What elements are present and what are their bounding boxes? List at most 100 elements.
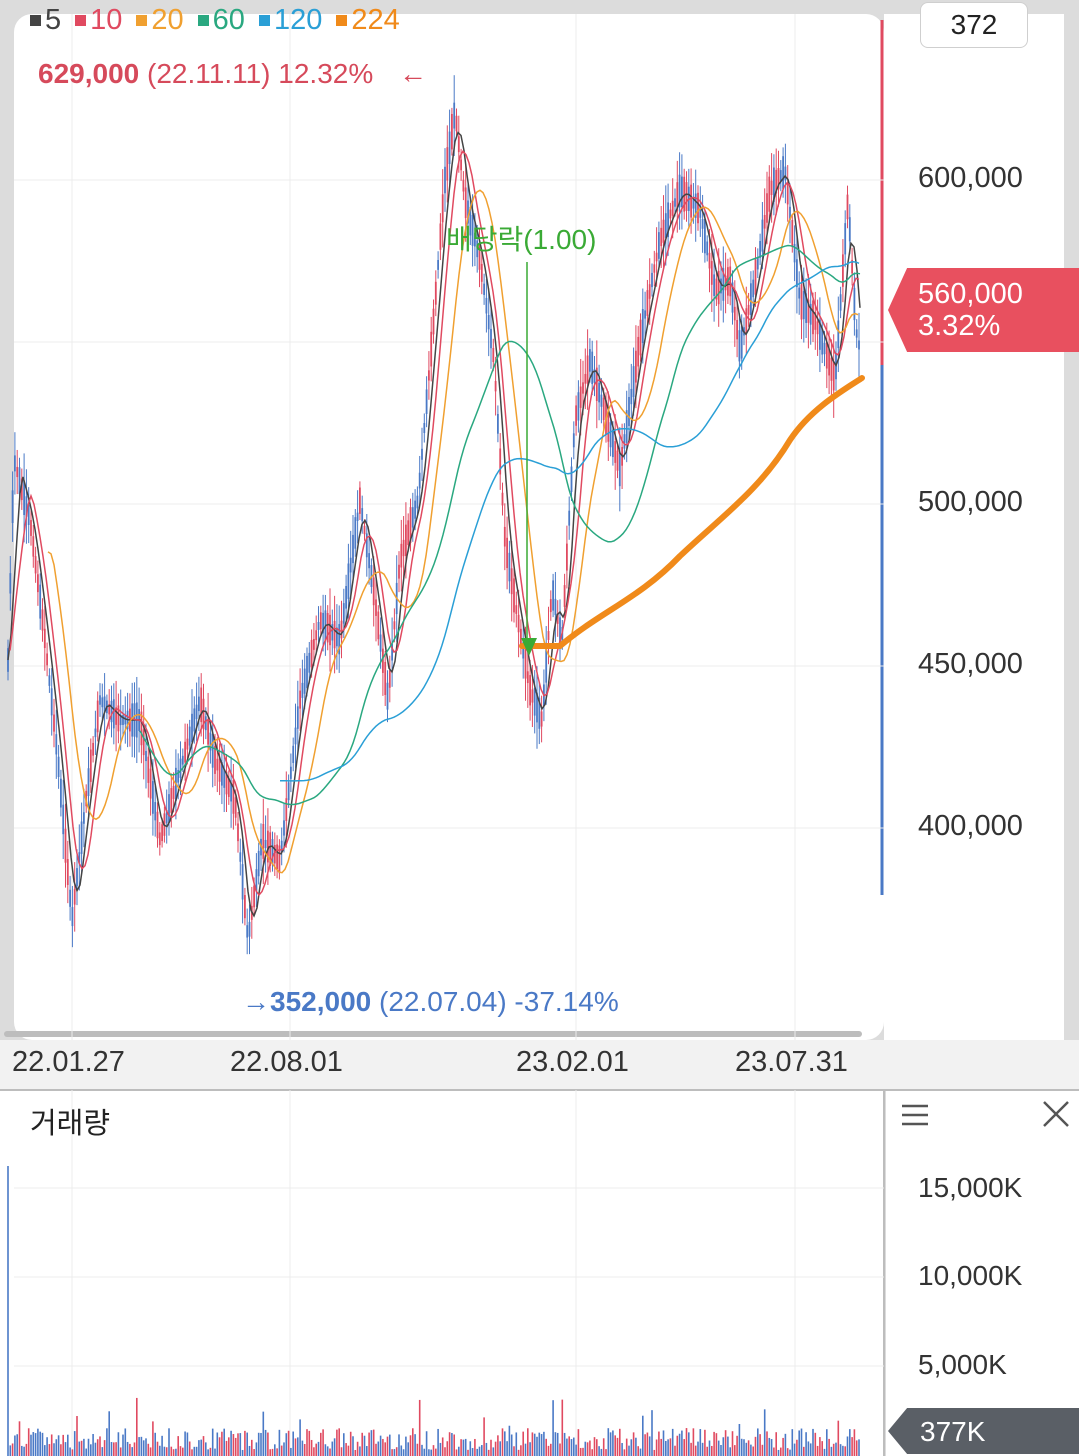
candle-body bbox=[639, 319, 642, 356]
volume-bar bbox=[593, 1437, 596, 1456]
volume-bar bbox=[761, 1444, 764, 1456]
volume-bar bbox=[747, 1440, 750, 1456]
candle-body bbox=[674, 198, 676, 207]
ma-legend-60[interactable]: 60 bbox=[197, 4, 245, 37]
candle-body bbox=[315, 630, 318, 641]
volume-bar bbox=[803, 1446, 805, 1456]
candle-body bbox=[112, 699, 115, 729]
ma-legend-224[interactable]: 224 bbox=[336, 4, 400, 37]
candle-body bbox=[773, 167, 775, 203]
volume-bar bbox=[448, 1432, 451, 1456]
ma-legend-10[interactable]: 10 bbox=[75, 4, 122, 37]
candle-body bbox=[209, 732, 212, 751]
candle-body bbox=[706, 241, 709, 256]
candle-body bbox=[198, 696, 200, 712]
volume-bar bbox=[598, 1446, 600, 1456]
volume-bar bbox=[39, 1431, 41, 1456]
candle-body bbox=[846, 194, 849, 220]
volume-bar bbox=[720, 1445, 722, 1456]
candle-body bbox=[851, 259, 853, 274]
candle-body bbox=[37, 574, 39, 593]
volume-bar bbox=[278, 1429, 281, 1456]
volume-bar bbox=[145, 1438, 147, 1456]
ma-legend-5[interactable]: 5 bbox=[30, 4, 61, 37]
volume-bar bbox=[124, 1428, 127, 1456]
volume-bar bbox=[44, 1445, 46, 1456]
candle-body bbox=[802, 291, 805, 320]
candle-body bbox=[428, 370, 430, 381]
volume-bar bbox=[416, 1443, 419, 1456]
volume-bar bbox=[69, 1447, 71, 1456]
candle-body bbox=[152, 781, 154, 814]
volume-bar bbox=[257, 1432, 260, 1456]
volume-bar bbox=[467, 1449, 469, 1456]
volume-bar bbox=[711, 1445, 713, 1456]
tick-count-box[interactable]: 372 bbox=[920, 2, 1028, 48]
candle-body bbox=[637, 336, 640, 367]
candle-body bbox=[786, 182, 789, 205]
candle-body bbox=[356, 512, 359, 521]
candle-body bbox=[301, 682, 304, 698]
volume-bar bbox=[290, 1447, 292, 1456]
volume-bar bbox=[830, 1446, 833, 1456]
candle-body bbox=[768, 176, 771, 212]
close-icon[interactable] bbox=[1040, 1098, 1072, 1130]
low-price-date: (22.07.04) bbox=[379, 986, 507, 1017]
volume-bar bbox=[34, 1433, 37, 1456]
candle-body bbox=[740, 325, 743, 359]
candle-body bbox=[391, 643, 393, 661]
candle-body bbox=[283, 820, 285, 836]
candle-body bbox=[814, 311, 817, 330]
ma-legend-20[interactable]: 20 bbox=[136, 4, 184, 37]
volume-bar bbox=[573, 1437, 575, 1456]
volume-bar bbox=[308, 1430, 311, 1456]
candle-body bbox=[375, 599, 377, 616]
candle-body bbox=[290, 766, 292, 779]
volume-bar bbox=[338, 1428, 340, 1456]
candle-body bbox=[365, 533, 368, 558]
candle-body bbox=[377, 611, 380, 640]
candle-body bbox=[379, 634, 382, 652]
candle-body bbox=[267, 830, 269, 863]
candle-body bbox=[747, 304, 750, 315]
candle-body bbox=[837, 320, 840, 349]
candle-body bbox=[414, 500, 416, 519]
ma-legend-120[interactable]: 120 bbox=[258, 4, 322, 37]
volume-bar bbox=[510, 1434, 513, 1456]
candle-body bbox=[499, 448, 502, 475]
candle-body bbox=[230, 782, 232, 802]
volume-bar bbox=[828, 1438, 830, 1456]
ma-120-line bbox=[280, 261, 860, 782]
candle-body bbox=[517, 614, 520, 633]
volume-bar bbox=[237, 1433, 239, 1456]
candle-body bbox=[678, 174, 681, 208]
ma-legend[interactable]: 5 10 20 60 120 224 bbox=[30, 2, 400, 38]
candle-body bbox=[248, 921, 251, 937]
candle-body bbox=[761, 219, 764, 252]
candle-body bbox=[234, 797, 237, 818]
volume-bar bbox=[731, 1431, 734, 1456]
volume-bar bbox=[11, 1443, 14, 1456]
volume-bar bbox=[23, 1446, 25, 1456]
volume-bar bbox=[435, 1448, 437, 1456]
volume-bar bbox=[60, 1444, 62, 1456]
current-price-pct: 3.32% bbox=[918, 310, 1001, 342]
volume-bar bbox=[343, 1433, 345, 1456]
candle-body bbox=[503, 526, 506, 547]
menu-icon[interactable] bbox=[900, 1102, 930, 1128]
candle-body bbox=[598, 382, 600, 403]
volume-bar bbox=[674, 1445, 676, 1456]
volume-bar bbox=[596, 1439, 598, 1456]
candle-body bbox=[262, 823, 265, 859]
candle-body bbox=[181, 755, 184, 765]
volume-bar bbox=[179, 1446, 182, 1456]
scrollbar[interactable] bbox=[4, 1031, 862, 1037]
candle-body bbox=[704, 218, 706, 254]
volume-bar bbox=[683, 1439, 685, 1456]
candle-body bbox=[402, 539, 405, 557]
candle-body bbox=[547, 631, 550, 640]
volume-bar bbox=[678, 1433, 681, 1456]
candle-body bbox=[241, 864, 244, 900]
volume-bar bbox=[690, 1442, 692, 1456]
